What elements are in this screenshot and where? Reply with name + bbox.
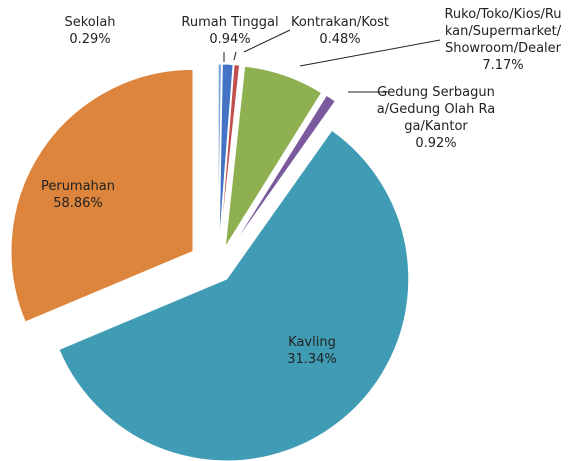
- value-label: 0.29%: [69, 32, 111, 47]
- category-label: Ruko/Toko/Kios/Rukan/Supermarket/Showroo…: [444, 7, 562, 56]
- pie-slice: [217, 63, 223, 247]
- category-label: Perumahan: [40, 179, 116, 194]
- leader-line: [299, 39, 441, 67]
- category-label: Gedung Serbaguna/Gedung Olah Raga/Kantor: [376, 85, 496, 134]
- category-label: Kontrakan/Kost: [290, 15, 390, 30]
- slice-label: Kontrakan/Kost 0.48%: [280, 14, 400, 48]
- slice-label: Rumah Tinggal 0.94%: [175, 14, 285, 48]
- value-label: 58.86%: [53, 196, 103, 211]
- value-label: 0.92%: [415, 136, 457, 151]
- pie-slice: [224, 65, 323, 248]
- category-label: Kavling: [288, 335, 336, 350]
- pie-slice: [219, 64, 241, 247]
- pie-slice: [10, 68, 194, 323]
- category-label: Sekolah: [64, 15, 116, 30]
- pie-slice: [58, 129, 410, 461]
- value-label: 31.34%: [287, 352, 337, 367]
- category-label: Rumah Tinggal: [181, 15, 279, 30]
- leader-line: [233, 51, 237, 61]
- pie-slice: [218, 63, 234, 247]
- value-label: 0.48%: [319, 32, 361, 47]
- leader-line: [243, 29, 291, 53]
- slice-label: Sekolah 0.29%: [45, 14, 135, 48]
- slice-label: Gedung Serbaguna/Gedung Olah Raga/Kantor…: [376, 84, 496, 152]
- slice-label: Perumahan 58.86%: [33, 178, 123, 212]
- value-label: 0.94%: [209, 32, 251, 47]
- slice-label: Kavling 31.34%: [262, 334, 362, 368]
- slice-label: Ruko/Toko/Kios/Rukan/Supermarket/Showroo…: [443, 6, 563, 74]
- value-label: 7.17%: [482, 58, 524, 73]
- pie-slice: [229, 94, 336, 250]
